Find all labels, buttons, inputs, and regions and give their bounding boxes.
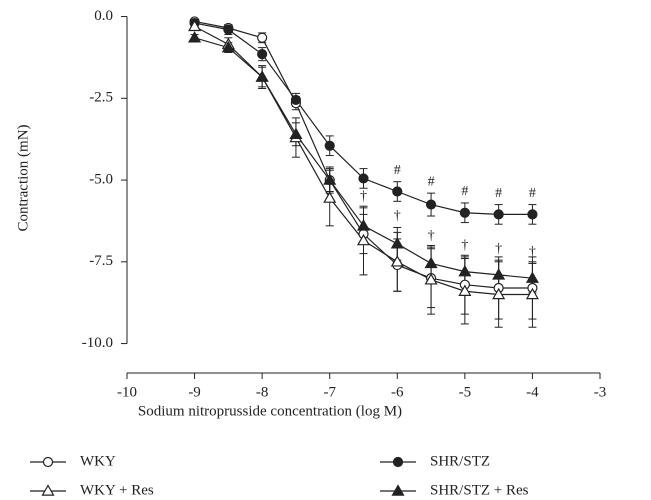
y-axis-title: Contraction (mN) xyxy=(15,124,31,231)
marker xyxy=(458,264,472,277)
x-tick-label: -4 xyxy=(526,384,539,400)
legend-label: SHR/STZ + Res xyxy=(430,482,529,498)
marker xyxy=(289,127,303,139)
marker xyxy=(188,19,202,32)
marker xyxy=(525,287,539,300)
marker xyxy=(324,140,335,151)
marker xyxy=(358,173,369,184)
annotation: # xyxy=(428,174,435,189)
legend-marker xyxy=(41,484,55,496)
y-tick-label: -2.5 xyxy=(89,90,113,106)
marker xyxy=(356,219,371,231)
x-tick-label: -9 xyxy=(188,384,201,400)
annotation: † xyxy=(461,238,468,253)
annotation: # xyxy=(461,184,468,199)
marker xyxy=(356,233,371,246)
legend-label: SHR/STZ xyxy=(430,453,490,469)
annotation: † xyxy=(394,209,401,224)
annotation: † xyxy=(360,189,367,204)
marker xyxy=(493,209,504,220)
marker xyxy=(257,32,268,43)
marker xyxy=(390,237,404,249)
y-tick-label: -5.0 xyxy=(89,171,113,187)
annotation: † xyxy=(428,228,435,243)
annotation: † xyxy=(529,245,536,260)
marker xyxy=(223,24,234,35)
marker xyxy=(424,273,438,285)
marker xyxy=(492,268,506,280)
marker xyxy=(255,70,269,82)
x-tick-label: -6 xyxy=(391,384,404,400)
marker xyxy=(221,40,235,53)
legend-label: WKY + Res xyxy=(80,482,154,498)
legend-marker xyxy=(42,456,54,468)
annotation: # xyxy=(529,186,536,201)
marker xyxy=(527,209,538,220)
marker xyxy=(459,207,470,218)
marker xyxy=(188,31,202,43)
y-tick-label: -7.5 xyxy=(89,253,113,269)
annotation: # xyxy=(394,163,401,178)
annotation: # xyxy=(495,186,502,201)
x-tick-label: -3 xyxy=(594,384,607,400)
marker xyxy=(257,49,268,60)
marker xyxy=(525,271,539,283)
annotation: † xyxy=(495,241,502,256)
marker xyxy=(392,186,403,197)
x-tick-label: -10 xyxy=(117,384,137,400)
marker xyxy=(290,94,302,106)
marker xyxy=(323,191,337,203)
marker xyxy=(390,255,404,267)
x-tick-label: -8 xyxy=(256,384,269,400)
legend-marker xyxy=(391,484,405,496)
legend-label: WKY xyxy=(80,453,116,469)
marker xyxy=(323,173,337,185)
marker xyxy=(424,256,438,269)
x-axis-title: Sodium nitroprusside concentration (log … xyxy=(138,403,402,419)
x-tick-label: -5 xyxy=(459,384,472,400)
x-tick-label: -7 xyxy=(323,384,336,400)
marker xyxy=(458,284,472,296)
y-tick-label: 0.0 xyxy=(94,8,113,24)
y-tick-label: -10.0 xyxy=(82,335,113,351)
marker xyxy=(425,199,437,210)
legend-marker xyxy=(392,456,404,468)
marker xyxy=(492,287,506,300)
